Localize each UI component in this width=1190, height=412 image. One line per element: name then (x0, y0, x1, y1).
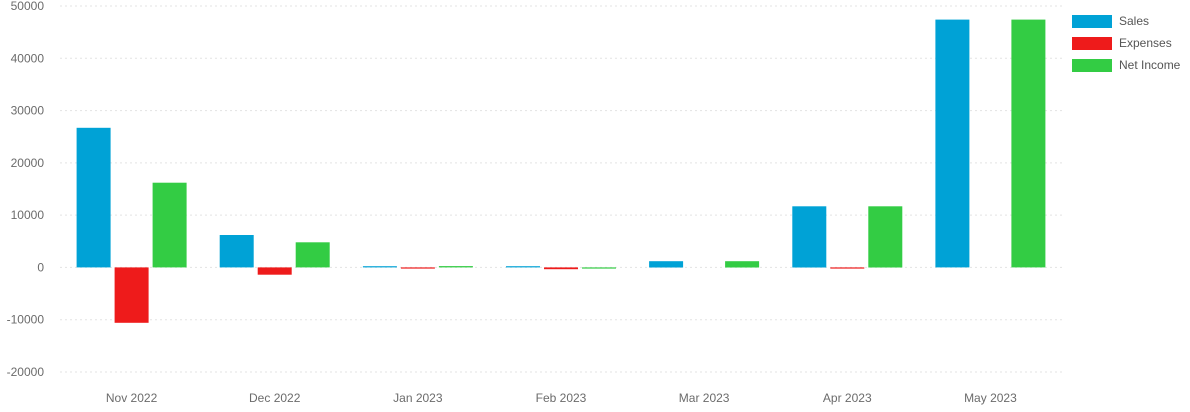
x-tick-label: Dec 2022 (249, 391, 301, 405)
y-tick-label: 40000 (11, 51, 45, 65)
y-tick-label: 20000 (11, 156, 45, 170)
x-tick-label: Jan 2023 (393, 391, 443, 405)
bar-sales[interactable] (792, 206, 826, 267)
y-tick-label: 10000 (11, 208, 45, 222)
bar-sales[interactable] (506, 266, 540, 267)
bar-expenses[interactable] (830, 267, 864, 268)
bar-expenses[interactable] (115, 267, 149, 322)
y-axis: 50000 40000 30000 20000 10000 0 -10000 -20000 (7, 0, 45, 379)
legend-label-sales[interactable]: Sales (1119, 14, 1149, 28)
x-tick-label: Apr 2023 (823, 391, 872, 405)
y-tick-label: 30000 (11, 104, 45, 118)
y-tick-label: 50000 (11, 0, 45, 13)
y-tick-label: -20000 (7, 365, 45, 379)
y-tick-label: -10000 (7, 313, 45, 327)
bar-sales[interactable] (220, 235, 254, 267)
bar-net-income[interactable] (296, 242, 330, 267)
bar-net-income[interactable] (153, 183, 187, 268)
x-tick-label: Nov 2022 (106, 391, 158, 405)
bar-net-income[interactable] (868, 206, 902, 267)
bar-sales[interactable] (649, 261, 683, 267)
legend-label-net-income[interactable]: Net Income (1119, 58, 1181, 72)
bar-net-income[interactable] (725, 261, 759, 267)
legend: Sales Expenses Net Income (1072, 14, 1181, 72)
legend-label-expenses[interactable]: Expenses (1119, 36, 1172, 50)
x-tick-label: Feb 2023 (536, 391, 587, 405)
x-axis: Nov 2022 Dec 2022 Jan 2023 Feb 2023 Mar 2023… (106, 391, 1017, 405)
legend-swatch-expenses[interactable] (1072, 37, 1112, 50)
gridlines (60, 6, 1062, 372)
legend-swatch-net-income[interactable] (1072, 59, 1112, 72)
bar-expenses[interactable] (544, 267, 578, 269)
bar-expenses[interactable] (401, 267, 435, 268)
bars (77, 20, 1046, 323)
bar-sales[interactable] (363, 266, 397, 267)
bar-net-income[interactable] (439, 266, 473, 267)
bar-expenses[interactable] (258, 267, 292, 274)
legend-swatch-sales[interactable] (1072, 15, 1112, 28)
bar-sales[interactable] (935, 20, 969, 268)
x-tick-label: Mar 2023 (679, 391, 730, 405)
bar-net-income[interactable] (582, 267, 616, 268)
bar-net-income[interactable] (1011, 20, 1045, 268)
bar-sales[interactable] (77, 128, 111, 268)
y-tick-label: 0 (37, 260, 44, 274)
x-tick-label: May 2023 (964, 391, 1017, 405)
